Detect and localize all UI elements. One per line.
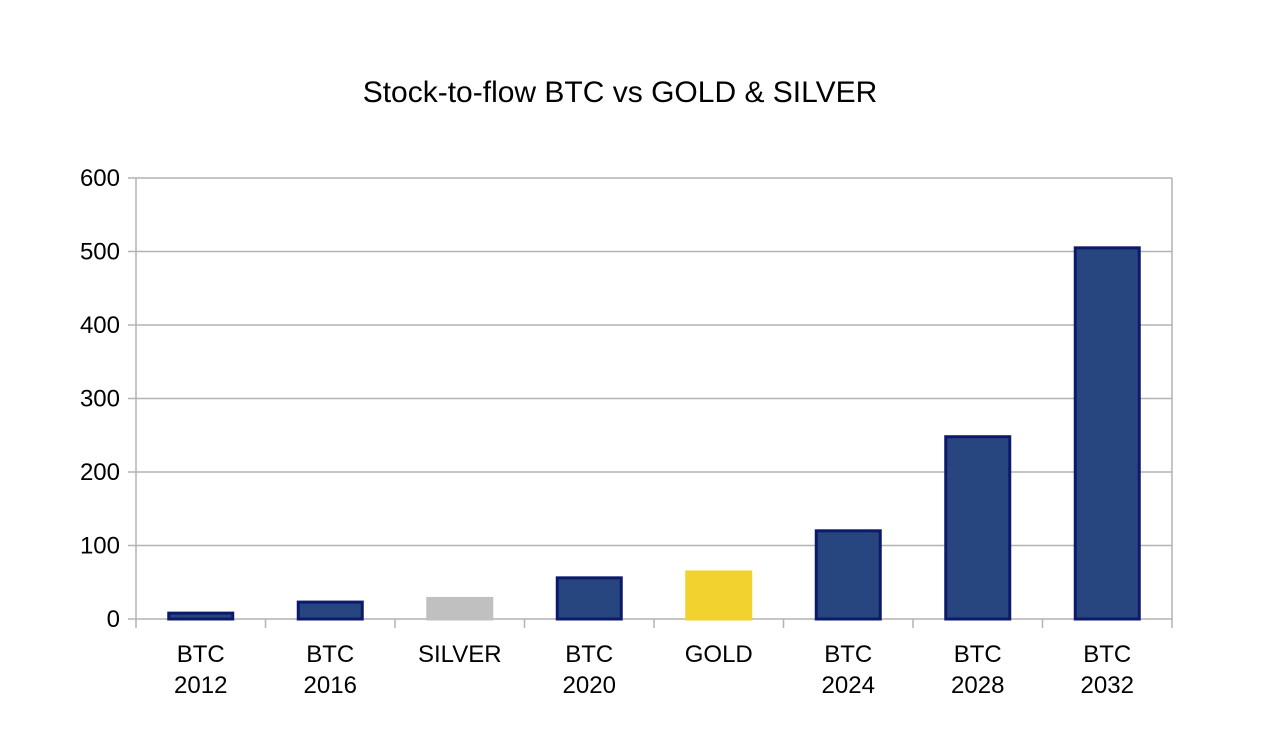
x-tick-label-line: 2028 xyxy=(951,672,1004,699)
bar xyxy=(426,596,494,621)
chart-title: Stock-to-flow BTC vs GOLD & SILVER xyxy=(363,76,878,109)
x-tick-label-line: BTC xyxy=(306,641,354,668)
x-tick-label-line: 2012 xyxy=(174,672,227,699)
x-tick-label-line: GOLD xyxy=(685,641,753,668)
x-tick-label: BTC 2016 xyxy=(304,641,357,699)
x-tick-label-line: BTC xyxy=(824,641,872,668)
gridlines xyxy=(136,177,1172,547)
bar xyxy=(167,611,235,621)
x-tick-label-line: BTC xyxy=(1083,641,1131,668)
y-tick-label: 100 xyxy=(80,533,120,560)
y-tick-label: 0 xyxy=(107,606,120,633)
x-tick-label-line: BTC xyxy=(565,641,613,668)
y-tick-label: 400 xyxy=(80,312,120,339)
bar xyxy=(555,576,623,621)
bar xyxy=(944,435,1012,621)
x-tick-label-line: 2020 xyxy=(563,672,616,699)
x-tick-label: BTC 2020 xyxy=(563,641,616,699)
x-tick-label-line: 2032 xyxy=(1081,672,1134,699)
bar xyxy=(685,570,753,621)
x-tick-label-line: BTC xyxy=(954,641,1002,668)
x-tick-label: BTC 2028 xyxy=(951,641,1004,699)
bar xyxy=(1073,246,1141,621)
x-tick-label: SILVER xyxy=(418,641,502,668)
x-tick-label-line: 2024 xyxy=(822,672,875,699)
y-tick-label: 300 xyxy=(80,386,120,413)
bar xyxy=(296,600,364,621)
axes xyxy=(128,177,1173,628)
x-tick-label: BTC 2024 xyxy=(822,641,875,699)
x-tick-label: BTC 2012 xyxy=(174,641,227,699)
x-tick-label-line: BTC xyxy=(177,641,225,668)
x-tick-label: GOLD xyxy=(685,641,753,668)
bars xyxy=(167,246,1141,621)
x-tick-label-line: 2016 xyxy=(304,672,357,699)
labels: 0 100 200 300 400 500 600 BTC 2012 BTC 2016 SILVER B… xyxy=(80,165,1134,699)
y-tick-label: 600 xyxy=(80,165,120,192)
y-tick-label: 500 xyxy=(80,239,120,266)
x-tick-label: BTC 2032 xyxy=(1081,641,1134,699)
bar xyxy=(814,529,882,621)
x-tick-label-line: SILVER xyxy=(418,641,502,668)
y-tick-label: 200 xyxy=(80,459,120,486)
